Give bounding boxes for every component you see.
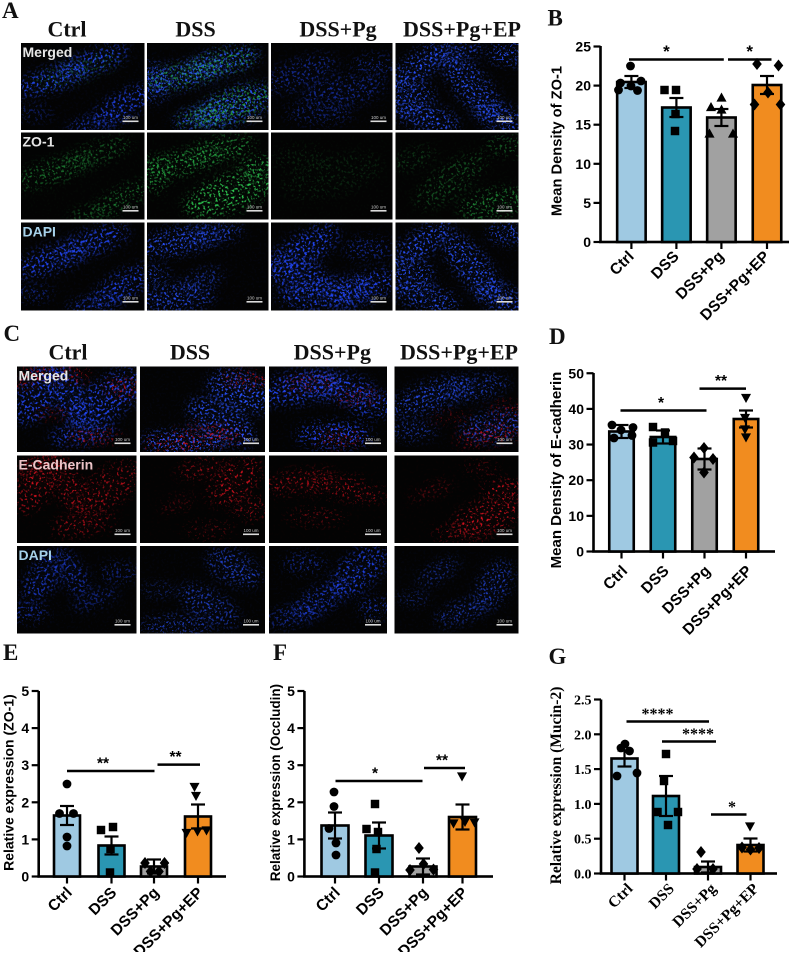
svg-text:DSS+Pg: DSS+Pg (294, 340, 371, 365)
svg-text:100 um: 100 um (243, 437, 258, 442)
svg-text:100 um: 100 um (371, 115, 386, 120)
svg-text:100 um: 100 um (243, 528, 258, 533)
svg-text:2: 2 (21, 794, 29, 810)
svg-text:Merged: Merged (19, 368, 69, 384)
svg-text:100 um: 100 um (365, 437, 380, 442)
svg-text:100 um: 100 um (497, 528, 512, 533)
svg-text:*: * (658, 395, 665, 412)
svg-text:DSS+Pg+EP: DSS+Pg+EP (400, 340, 518, 365)
svg-text:DSS+Pg+EP: DSS+Pg+EP (403, 17, 521, 42)
svg-text:100 um: 100 um (497, 115, 512, 120)
svg-text:100 um: 100 um (497, 205, 512, 210)
svg-text:**: ** (715, 373, 728, 390)
svg-text:100 um: 100 um (371, 205, 386, 210)
svg-text:*: * (728, 799, 736, 816)
svg-text:2: 2 (287, 794, 295, 810)
svg-text:2.0: 2.0 (574, 728, 592, 743)
svg-text:50: 50 (568, 365, 584, 381)
svg-text:3: 3 (287, 757, 295, 773)
svg-text:1.0: 1.0 (574, 798, 592, 813)
svg-text:Mean Density of ZO-1: Mean Density of ZO-1 (550, 66, 566, 216)
svg-text:0.0: 0.0 (574, 868, 592, 883)
svg-text:100 um: 100 um (371, 296, 386, 301)
svg-text:25: 25 (575, 39, 591, 55)
svg-text:Relative expression (Occludin): Relative expression (Occludin) (268, 684, 283, 881)
svg-text:100 um: 100 um (123, 115, 138, 120)
svg-text:100 um: 100 um (123, 296, 138, 301)
svg-text:20: 20 (568, 472, 584, 488)
svg-text:F: F (273, 640, 287, 665)
svg-text:ZO-1: ZO-1 (23, 134, 55, 150)
svg-text:100 um: 100 um (115, 528, 130, 533)
svg-text:DAPI: DAPI (23, 224, 56, 240)
svg-text:**: ** (436, 753, 449, 770)
svg-text:*: * (663, 42, 670, 61)
svg-text:100 um: 100 um (497, 619, 512, 624)
svg-text:15: 15 (575, 117, 591, 133)
svg-text:100 um: 100 um (247, 115, 262, 120)
svg-text:100 um: 100 um (497, 296, 512, 301)
svg-text:100 um: 100 um (123, 205, 138, 210)
svg-text:3: 3 (21, 757, 29, 773)
svg-text:**: ** (169, 749, 182, 766)
svg-text:4: 4 (21, 720, 29, 736)
svg-text:C: C (4, 321, 21, 346)
svg-text:DAPI: DAPI (19, 547, 52, 563)
svg-text:100 um: 100 um (497, 437, 512, 442)
svg-text:Ctrl: Ctrl (48, 340, 87, 365)
svg-text:40: 40 (568, 401, 584, 417)
svg-text:E: E (3, 640, 18, 665)
svg-text:5: 5 (21, 683, 29, 699)
svg-text:100 um: 100 um (243, 619, 258, 624)
svg-text:D: D (549, 324, 566, 349)
svg-text:5: 5 (583, 195, 591, 211)
svg-text:10: 10 (575, 156, 591, 172)
svg-text:****: **** (682, 726, 714, 743)
svg-text:4: 4 (287, 720, 295, 736)
svg-text:1: 1 (287, 831, 295, 847)
svg-text:Relative expression (ZO-1): Relative expression (ZO-1) (1, 694, 17, 871)
svg-text:DSS: DSS (175, 17, 215, 42)
svg-text:100 um: 100 um (115, 437, 130, 442)
svg-text:DSS: DSS (170, 340, 210, 365)
svg-text:1: 1 (21, 831, 29, 847)
svg-text:100 um: 100 um (115, 619, 130, 624)
svg-text:100 um: 100 um (365, 528, 380, 533)
svg-text:0: 0 (583, 234, 591, 250)
svg-text:0: 0 (576, 544, 584, 560)
svg-text:Relative expression (Mucin-2): Relative expression (Mucin-2) (548, 687, 565, 885)
svg-text:0: 0 (21, 869, 29, 885)
svg-text:Mean Density of E-cadherin: Mean Density of E-cadherin (548, 372, 565, 569)
svg-text:10: 10 (568, 508, 584, 524)
svg-text:0: 0 (287, 869, 295, 885)
svg-text:**: ** (97, 756, 110, 773)
svg-text:30: 30 (568, 437, 584, 453)
svg-text:100 um: 100 um (247, 205, 262, 210)
svg-text:100 um: 100 um (365, 619, 380, 624)
svg-text:DSS+Pg: DSS+Pg (299, 17, 376, 42)
svg-text:Ctrl: Ctrl (47, 17, 86, 42)
svg-text:G: G (549, 644, 567, 669)
svg-text:0.5: 0.5 (574, 833, 592, 848)
svg-text:****: **** (642, 706, 674, 723)
svg-text:E-Cadherin: E-Cadherin (19, 457, 94, 473)
svg-text:2.5: 2.5 (574, 694, 592, 709)
svg-text:1.5: 1.5 (574, 763, 592, 778)
svg-text:B: B (548, 6, 563, 31)
svg-text:100 um: 100 um (247, 296, 262, 301)
svg-text:5: 5 (287, 683, 295, 699)
svg-text:*: * (746, 42, 753, 61)
svg-text:Merged: Merged (23, 44, 73, 60)
svg-text:*: * (372, 766, 379, 783)
svg-text:20: 20 (575, 78, 591, 94)
svg-text:A: A (2, 0, 19, 23)
